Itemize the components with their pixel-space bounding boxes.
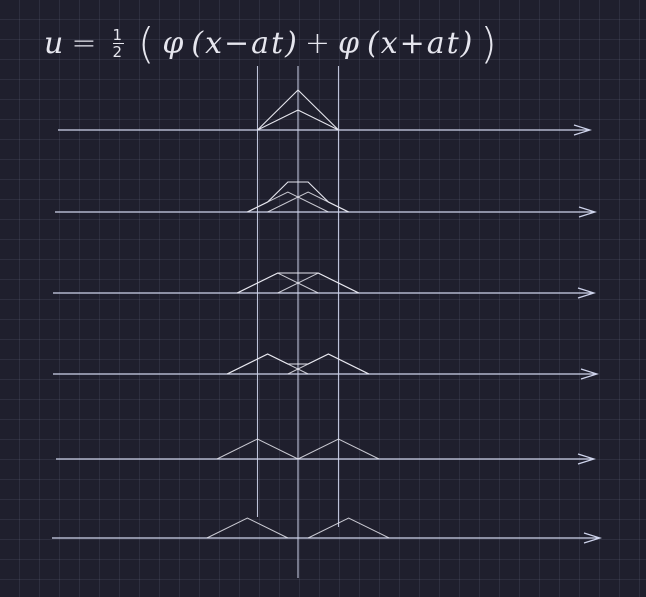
sum-profile — [226, 353, 370, 375]
snapshot-0 — [58, 89, 593, 136]
right-wave-component — [277, 272, 359, 294]
sum-profile — [257, 89, 339, 131]
formula-close-paren: ) — [480, 18, 499, 68]
sum-profile — [237, 272, 359, 294]
axis-arrowhead — [577, 287, 597, 299]
axis-arrowhead — [577, 453, 597, 465]
fraction-denominator: 2 — [112, 42, 125, 61]
fraction-bar — [112, 42, 124, 44]
guide-lines — [256, 66, 340, 578]
snapshot-2 — [53, 272, 597, 299]
wave-formula: u = 1 2 ( φ (x−at) + φ (x+at) ) — [44, 14, 499, 72]
left-wave-component — [237, 272, 319, 294]
formula-equals: = — [71, 25, 99, 61]
axis-arrowhead — [578, 206, 598, 218]
formula-fraction: 1 2 — [112, 25, 125, 61]
right-wave-component — [297, 438, 380, 460]
formula-plus: + — [304, 25, 332, 61]
snapshot-4 — [56, 438, 597, 465]
axis-arrowhead — [573, 124, 593, 136]
right-wave-component — [307, 517, 390, 539]
left-wave-component — [206, 517, 289, 539]
sum-profile — [247, 181, 349, 213]
snapshot-rows — [52, 89, 603, 544]
snapshot-5 — [52, 517, 603, 544]
left-wave-component — [216, 438, 299, 460]
formula-arg-1: (x−at) — [191, 25, 299, 61]
formula-arg-2: (x+at) — [366, 25, 475, 61]
snapshot-3 — [53, 353, 600, 380]
fraction-numerator: 1 — [112, 25, 125, 44]
right-wave-component — [257, 109, 339, 131]
formula-open-paren: ( — [138, 18, 157, 68]
formula-phi-2: φ — [337, 25, 361, 61]
axis-arrowhead — [583, 532, 603, 544]
formula-phi-1: φ — [162, 25, 186, 61]
snapshot-1 — [55, 181, 598, 218]
axis-arrowhead — [580, 368, 600, 380]
formula-lhs: u — [44, 25, 66, 61]
